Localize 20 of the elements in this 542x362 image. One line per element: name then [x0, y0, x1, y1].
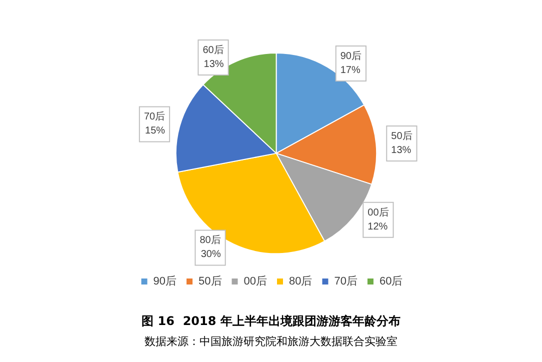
- text: 图 16 2018 年上半年出境跟团游游客年龄分布: [142, 314, 400, 328]
- slice-label: 80后: [200, 234, 221, 246]
- slice-label: 70后: [144, 110, 166, 123]
- legend-label: 70后: [334, 274, 358, 288]
- slice-label: 00后: [368, 206, 389, 218]
- source-note: 数据来源：中国旅游研究院和旅游大数据联合实验室: [144, 335, 398, 348]
- data-label: 30%: [200, 249, 221, 260]
- data-label: 17%: [340, 65, 360, 76]
- legend-label: 60后: [379, 274, 403, 288]
- data-label: 13%: [204, 59, 224, 70]
- data-label: 15%: [145, 126, 166, 137]
- legend-label: 90后: [153, 274, 177, 288]
- slice-label: 50后: [391, 130, 412, 142]
- legend-label: 80后: [289, 274, 312, 288]
- legend-label: 00后: [244, 274, 268, 288]
- data-label: 12%: [368, 221, 388, 232]
- legend-label: 50后: [198, 274, 222, 288]
- slice-label: 90后: [340, 50, 362, 62]
- slice-label: 60后: [202, 44, 224, 56]
- data-label: 13%: [391, 145, 412, 156]
